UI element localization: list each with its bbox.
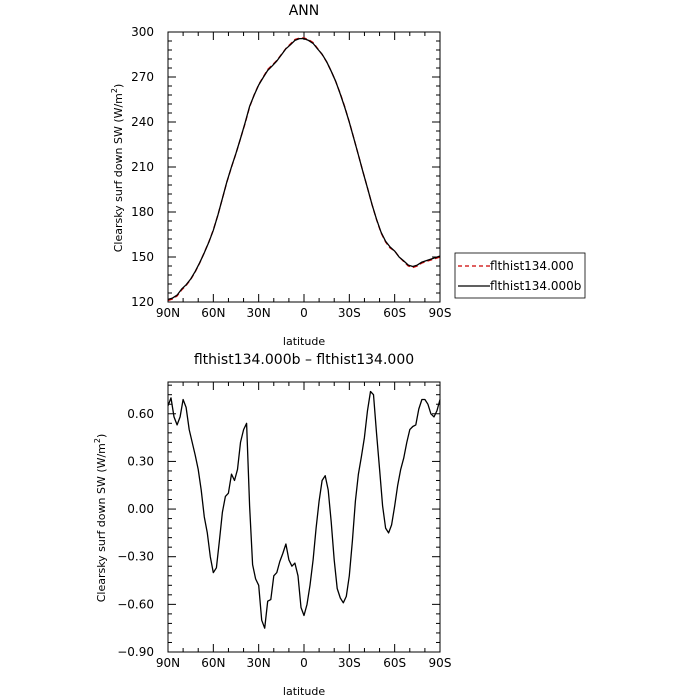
top-panel-ylabel-sup: 2 [110,88,119,93]
top-panel-ylabel: Clearsky surf down SW (W/m2) [110,84,125,253]
top-panel-x-tick-label-30n: 30N [247,306,271,320]
bottom-panel-lines [167,390,441,629]
bottom-panel-x-tick-label-60n: 60N [201,656,225,670]
top-panel-x-tick-label-30s: 30S [338,306,361,320]
bottom-panel-xlabel: latitude [283,685,325,698]
bottom-panel-y-tick-label-0-60: 0.60 [127,407,154,421]
top-panel-x-tick-label-60n: 60N [201,306,225,320]
bottom-panel-ylabel: Clearsky surf down SW (W/m2) [93,434,108,603]
top-panel-x-tick-label-60s: 60S [383,306,406,320]
top-panel-y-tick-label-180: 180 [131,205,154,219]
bottom-panel-plot-frame [167,381,441,653]
bottom-panel-x-tick-label-60s: 60S [383,656,406,670]
bottom-panel-x-tick-label-0: 0 [300,656,308,670]
bottom-panel-tick-labels: 90N 60N 30N 0 30S 60S 90S −0.90 −0.60 −0.30 0.00 0.… [117,407,451,670]
top-panel-y-tick-label-210: 210 [131,160,154,174]
top-panel-ylabel-main: Clearsky surf down SW (W/m [112,93,125,252]
bottom-panel-ticks [167,382,441,653]
top-panel-y-tick-label-270: 270 [131,70,154,84]
bottom-panel-ylabel-main: Clearsky surf down SW (W/m [95,443,108,602]
bottom-panel-x-tick-label-90n: 90N [156,656,180,670]
bottom-panel-x-tick-label-90s: 90S [429,656,452,670]
top-panel-x-tick-label-0: 0 [300,306,308,320]
top-panel-lines [167,37,441,302]
bottom-panel-y-tick-label-0-60: −0.60 [117,597,154,611]
bottom-panel-y-tick-label-0-00: 0.00 [127,502,154,516]
top-panel-y-tick-label-240: 240 [131,115,154,129]
top-panel-y-tick-label-120: 120 [131,295,154,309]
top-panel-x-tick-label-90s: 90S [429,306,452,320]
bottom-panel-x-tick-label-30s: 30S [338,656,361,670]
legend: flthist134.000 flthist134.000b [454,252,586,299]
top-panel-x-tick-label-90n: 90N [156,306,180,320]
top-panel-xlabel: latitude [283,335,325,348]
bottom-panel-y-tick-label-0-30: 0.30 [127,454,154,468]
top-panel-series-flthist134-000b-line [167,37,441,301]
top-panel-y-tick-label-300: 300 [131,25,154,39]
legend-label-flthist134-000: flthist134.000 [490,259,574,273]
top-panel-plot-frame [167,31,441,303]
bottom-panel-x-tick-label-30n: 30N [247,656,271,670]
legend-box [454,252,586,299]
bottom-panel-y-tick-label-0-30: −0.30 [117,550,154,564]
bottom-panel-diff: flthist134.000b – flthist134.000 latitud… [93,352,451,698]
legend-label-flthist134-000b: flthist134.000b [490,279,581,293]
top-panel-tick-labels: 90N 60N 30N 0 30S 60S 90S 120 150 180 210 240 270 300 [131,25,451,320]
top-panel-ylabel-end: ) [112,84,125,88]
bottom-panel-ylabel-sup: 2 [93,438,102,443]
top-panel-y-tick-label-150: 150 [131,250,154,264]
top-panel-ticks [167,31,441,303]
bottom-panel-series-difference-line [167,390,441,629]
bottom-panel-y-tick-label-0-90: −0.90 [117,645,154,659]
top-panel-ann: ANN latitude Clearsky surf down SW (W/m2… [110,3,451,348]
bottom-panel-title: flthist134.000b – flthist134.000 [194,352,414,368]
top-panel-series-flthist134-000-line [167,37,441,302]
top-panel-title: ANN [289,3,320,19]
bottom-panel-ylabel-end: ) [95,434,108,438]
